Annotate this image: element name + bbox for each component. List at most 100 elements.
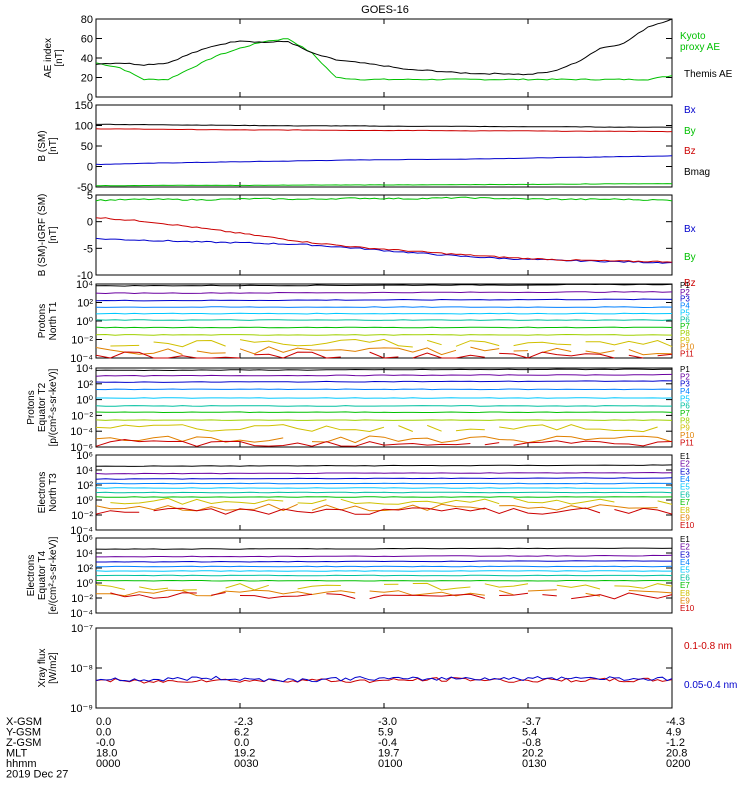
y-tick-label: 10⁴ [76,465,93,477]
ephemeris-value: 5.4 [522,727,537,739]
ephemeris-value: -0.4 [378,737,397,749]
legend-label-e7: E7 [680,581,690,590]
ephemeris-row-label: MLT [6,748,27,760]
series-line-e7 [95,496,673,498]
panel-frame [95,627,673,709]
y-tick-label: 0 [87,162,93,174]
series-line-e7 [95,579,673,582]
legend-label-p1: P1 [680,365,690,374]
legend-label-e8: E8 [680,589,690,598]
ephemeris-value: 4.9 [666,727,681,739]
legend-label: 0.05-0.4 nm [684,680,737,691]
legend-label-p2: P2 [680,372,690,381]
ephemeris-value: 0200 [666,758,690,770]
ephemeris-value: 0030 [234,758,258,770]
y-axis-label: [nT] [54,49,65,66]
series-line-p7 [95,411,673,414]
legend-label-p6: P6 [680,315,690,324]
series-line-p8 [95,419,673,421]
series-line-e10 [110,592,673,600]
y-tick-label: 10⁴ [76,279,93,291]
y-tick-label: -50 [77,182,93,194]
y-tick-label: 10⁻⁴ [70,608,93,620]
legend-label-p6: P6 [680,402,690,411]
legend-label: Themis AE [684,69,733,80]
series-line-bx [95,155,673,166]
series-line-e1 [95,464,673,467]
y-tick-label: 100 [75,121,93,133]
panel-e2: 10⁻⁴ 10⁻² 10⁰ 10² 10⁴ 10⁶ Electrons Equator T4[… [26,533,695,620]
series-line-p3 [95,380,673,383]
legend-label: proxy AE [680,42,720,53]
legend-label: Bx [684,105,696,116]
legend-label-p11: P11 [680,350,694,359]
legend-label: 0.1-0.8 nm [684,641,732,652]
legend-label: Bz [684,278,696,289]
panel-p1: 10⁻⁴ 10⁻² 10⁰ 10² 10⁴ Protons North T1 P1P2P3P4… [37,279,695,365]
y-axis-label: [nT] [48,137,59,154]
series-line-p2 [95,373,673,377]
ephemeris-value: 0.0 [96,716,111,728]
series-line-p2 [95,291,673,295]
y-tick-label: 10⁴ [76,363,93,375]
ephemeris-value: -1.2 [666,737,685,749]
legend-label-e10: E10 [680,521,695,530]
ephemeris-value: 20.8 [666,748,687,760]
series-line-p9 [96,425,672,432]
y-axis-label: Equator T2 [37,382,48,432]
legend-label-e2: E2 [680,460,690,469]
y-tick-label: 5 [87,190,93,202]
legend-label-p7: P7 [680,322,690,331]
ephemeris-value: 18.0 [96,748,117,760]
y-tick-label: 10² [77,480,93,492]
panel-bigrf: -10 -5 0 5 B (SM)-IGRF (SM) [nT] Bx By Bz [37,190,696,289]
series-line-e6 [95,491,673,494]
ephemeris-value: -2.3 [234,716,253,728]
legend-label-p3: P3 [680,295,690,304]
legend-label-e9: E9 [680,513,690,522]
y-tick-label: 10⁰ [76,316,93,328]
series-line-p4 [95,388,673,391]
y-tick-label: 0 [87,92,93,104]
y-tick-label: 10⁶ [76,450,93,462]
y-axis-label: Protons [26,390,37,424]
series-line-p10 [95,346,673,356]
legend-label-e5: E5 [680,566,690,575]
panel-frame [95,367,673,448]
y-tick-label: 40 [81,53,93,65]
series-line-bz [95,217,673,263]
y-axis-label: [nT] [48,226,59,243]
panel-xray: 10⁻⁹ 10⁻⁸ 10⁻⁷ Xray flux [W/m2] 0.1-0.8 nm 0.0… [37,623,737,715]
panel-frame [95,104,673,188]
legend-label-p3: P3 [680,380,690,389]
legend-label-p8: P8 [680,329,690,338]
series-line-e5 [95,570,672,572]
legend-label: By [684,252,696,263]
y-tick-label: 50 [81,141,93,153]
legend-label: Bx [684,224,696,235]
series-line-e5 [95,487,673,489]
series-line-e4 [96,565,673,568]
y-tick-label: 10⁰ [76,495,93,507]
series-line-e3 [96,560,672,563]
y-axis-label: [p/(cm²-s-sr-keV)] [48,368,59,446]
series-line-e10 [95,507,673,515]
series-line-bz [95,128,673,133]
legend-label-p10: P10 [680,343,695,352]
ephemeris-value: 5.9 [378,727,393,739]
panel-frame [95,194,673,276]
series-line-p6 [95,405,672,407]
y-axis-label: [e/(cm²-s-sr-keV)] [48,536,59,614]
ephemeris-row-label: hhmm [6,758,37,770]
panel-b: -50 0 50 100 150 B (SM) [nT] Bx By Bz Bmag [37,100,710,194]
series-line-p7 [95,326,673,329]
y-tick-label: 10⁻² [71,510,93,522]
series-line-e6 [95,574,673,577]
ephemeris-value: -0.0 [96,737,115,749]
legend-label-p9: P9 [680,336,690,345]
legend-label: Bz [684,146,696,157]
legend-label-p2: P2 [680,288,690,297]
legend-label-p9: P9 [680,424,690,433]
